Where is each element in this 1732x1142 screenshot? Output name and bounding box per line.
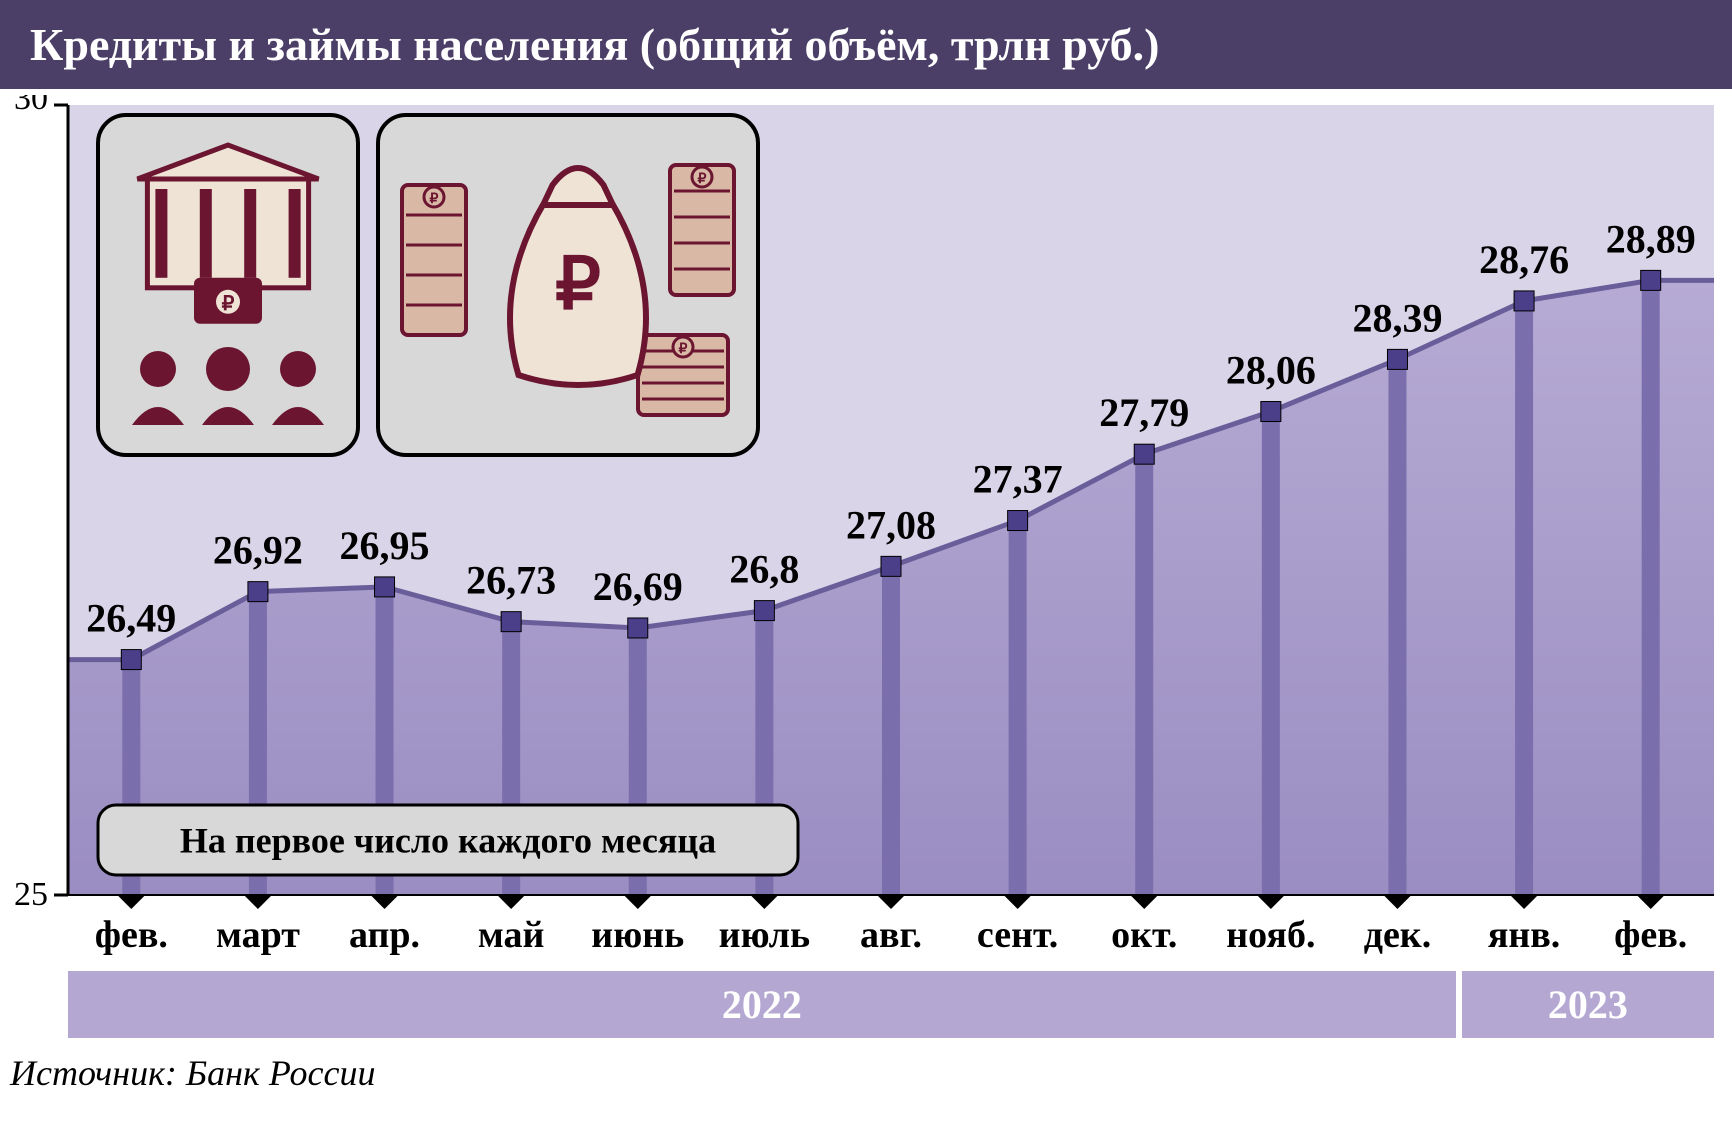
x-tick-label: нояб.	[1226, 914, 1315, 956]
data-marker	[754, 601, 774, 621]
x-tick-marker	[750, 895, 778, 909]
value-label: 28,39	[1352, 295, 1442, 340]
value-label: 27,08	[846, 502, 936, 547]
drop-bar	[1262, 412, 1280, 895]
data-marker	[1134, 444, 1154, 464]
x-tick-label: июль	[719, 914, 810, 956]
value-label: 27,79	[1099, 390, 1189, 435]
x-tick-marker	[117, 895, 145, 909]
value-label: 26,92	[213, 528, 303, 573]
value-label: 26,49	[86, 596, 176, 641]
source-attribution: Источник: Банк России	[10, 1052, 1722, 1094]
x-tick-label: авг.	[860, 914, 922, 956]
drop-bar	[1388, 359, 1406, 895]
svg-text:₽: ₽	[698, 172, 707, 187]
data-marker	[1387, 349, 1407, 369]
x-tick-label: фев.	[1614, 914, 1687, 956]
value-label: 26,73	[466, 558, 556, 603]
value-label: 28,76	[1479, 237, 1569, 282]
x-tick-marker	[1257, 895, 1285, 909]
x-tick-marker	[624, 895, 652, 909]
y-label-min: 25	[14, 876, 48, 913]
chart-title: Кредиты и займы населения (общий объём, …	[30, 18, 1702, 71]
value-label: 28,89	[1606, 216, 1696, 261]
x-tick-label: апр.	[349, 914, 420, 956]
year-segment: 2023	[1462, 971, 1714, 1038]
x-tick-marker	[1004, 895, 1032, 909]
svg-text:₽: ₽	[679, 342, 688, 357]
data-marker	[501, 612, 521, 632]
value-label: 26,69	[593, 564, 683, 609]
svg-text:₽: ₽	[430, 192, 439, 207]
x-tick-marker	[497, 895, 525, 909]
year-axis-bar: 20222023	[68, 971, 1714, 1038]
drop-bar	[1135, 454, 1153, 895]
info-box-text: На первое число каждого месяца	[180, 821, 716, 861]
x-tick-label: май	[478, 914, 545, 956]
infographic-container: Кредиты и займы населения (общий объём, …	[0, 0, 1732, 1142]
money-bag-icon: ₽ ₽ ₽ ₽	[378, 115, 758, 455]
title-bar: Кредиты и займы населения (общий объём, …	[0, 0, 1732, 89]
svg-text:₽: ₽	[555, 245, 601, 325]
x-tick-marker	[1383, 895, 1411, 909]
x-tick-marker	[1130, 895, 1158, 909]
x-tick-label: сент.	[977, 914, 1058, 956]
drop-bar	[1009, 521, 1027, 895]
bank-people-icon: ₽	[98, 115, 358, 455]
data-marker	[375, 577, 395, 597]
x-tick-label: окт.	[1111, 914, 1177, 956]
value-label: 28,06	[1226, 348, 1316, 393]
data-marker	[121, 650, 141, 670]
chart-area: 26,49 26,92 26,95 26,73 26,69 26,8 27,08 27,37 2…	[8, 95, 1724, 965]
x-tick-marker	[1637, 895, 1665, 909]
chart-svg: 26,49 26,92 26,95 26,73 26,69 26,8 27,08 27,37 2…	[8, 95, 1724, 965]
drop-bar	[1642, 280, 1660, 895]
x-tick-marker	[1510, 895, 1538, 909]
value-label: 26,95	[340, 523, 430, 568]
data-marker	[1261, 402, 1281, 422]
data-marker	[248, 582, 268, 602]
value-label: 26,8	[729, 547, 799, 592]
drop-bar	[1515, 301, 1533, 895]
x-tick-label: фев.	[95, 914, 168, 956]
data-marker	[1514, 291, 1534, 311]
x-tick-label: янв.	[1488, 914, 1560, 956]
x-tick-label: дек.	[1364, 914, 1431, 956]
drop-bar	[882, 566, 900, 895]
x-tick-marker	[244, 895, 272, 909]
x-tick-marker	[371, 895, 399, 909]
x-tick-label: март	[216, 914, 300, 956]
data-marker	[628, 618, 648, 638]
year-segment: 2022	[68, 971, 1456, 1038]
x-tick-label: июнь	[591, 914, 684, 956]
y-label-max: 30	[14, 95, 48, 117]
x-tick-marker	[877, 895, 905, 909]
data-marker	[1641, 270, 1661, 290]
svg-text:₽: ₽	[222, 293, 235, 315]
data-marker	[881, 556, 901, 576]
data-marker	[1008, 511, 1028, 531]
value-label: 27,37	[973, 457, 1063, 502]
